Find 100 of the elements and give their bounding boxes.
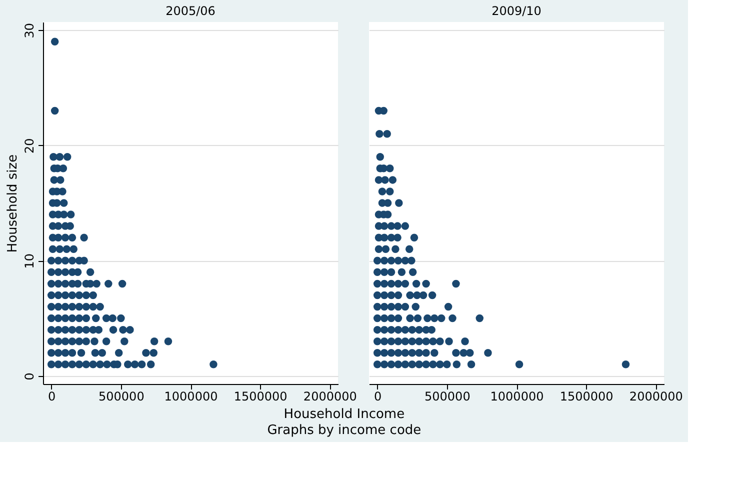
point <box>118 280 126 288</box>
x-tick-label: 2000000 <box>303 390 357 404</box>
point <box>47 256 56 265</box>
point <box>444 302 452 311</box>
point <box>150 349 158 357</box>
point <box>387 291 396 300</box>
point <box>138 360 146 368</box>
point <box>408 360 416 368</box>
point <box>82 326 90 334</box>
point <box>380 268 388 276</box>
point <box>452 360 461 368</box>
point <box>376 153 384 161</box>
point <box>429 360 437 368</box>
point <box>401 302 410 311</box>
point <box>75 360 84 368</box>
point <box>378 188 386 196</box>
point <box>422 280 430 288</box>
point <box>117 314 125 322</box>
point <box>94 326 103 334</box>
point <box>373 349 382 357</box>
point <box>50 106 59 115</box>
point <box>89 291 97 300</box>
point <box>406 291 414 300</box>
point <box>47 280 56 288</box>
point <box>461 337 469 346</box>
point <box>387 360 396 368</box>
point <box>376 130 384 138</box>
point <box>380 314 388 322</box>
point <box>415 360 423 368</box>
text: Graphs by income code <box>267 423 422 438</box>
point <box>54 326 62 334</box>
point <box>394 280 402 288</box>
point <box>386 188 394 196</box>
point <box>47 314 56 322</box>
point <box>54 314 62 322</box>
chart-title: 2005/06 <box>166 4 216 18</box>
point <box>70 245 78 253</box>
x-tick-label: 500000 <box>98 390 144 404</box>
point <box>61 291 70 300</box>
point <box>77 349 86 357</box>
point <box>387 349 396 357</box>
point <box>394 256 402 265</box>
point <box>124 360 132 368</box>
point <box>419 291 428 300</box>
point <box>109 326 118 334</box>
point <box>126 326 134 334</box>
x-tick-label: 1000000 <box>164 390 218 404</box>
point <box>428 326 436 334</box>
point <box>429 337 437 346</box>
point <box>414 314 422 322</box>
point <box>210 360 218 368</box>
point <box>466 349 474 357</box>
point <box>61 360 70 368</box>
point <box>58 188 66 196</box>
point <box>401 349 410 357</box>
x-tick-label: 1000000 <box>490 390 544 404</box>
y-axis-title: Household size <box>6 154 20 253</box>
point <box>622 360 630 368</box>
point <box>61 268 70 276</box>
point <box>68 326 76 334</box>
point <box>75 326 84 334</box>
point <box>61 337 70 346</box>
point <box>47 337 56 346</box>
point <box>387 268 396 276</box>
x-tick-label: 1500000 <box>560 390 614 404</box>
point <box>422 349 430 357</box>
point <box>387 256 396 265</box>
point <box>61 234 70 242</box>
point <box>47 360 56 368</box>
point <box>412 280 420 288</box>
point <box>96 302 104 311</box>
point <box>401 337 410 346</box>
point <box>436 360 444 368</box>
x-tick-label: 500000 <box>424 390 470 404</box>
point <box>394 234 402 242</box>
x-tick-label: 0 <box>48 390 56 404</box>
point <box>410 234 418 242</box>
point <box>75 302 84 311</box>
point <box>66 210 75 218</box>
point <box>89 360 97 368</box>
point <box>47 349 56 357</box>
point <box>408 326 416 334</box>
point <box>114 349 123 357</box>
point <box>61 314 70 322</box>
point <box>91 349 100 357</box>
point <box>47 302 56 311</box>
point <box>142 349 150 357</box>
point <box>430 349 438 357</box>
point <box>443 360 451 368</box>
point <box>61 326 70 334</box>
point <box>119 326 127 334</box>
point <box>406 314 414 322</box>
point <box>467 360 476 368</box>
point <box>60 210 68 218</box>
point <box>422 337 430 346</box>
point <box>47 326 56 334</box>
point <box>373 256 382 265</box>
point <box>373 314 382 322</box>
point <box>120 337 128 346</box>
point <box>59 164 68 172</box>
